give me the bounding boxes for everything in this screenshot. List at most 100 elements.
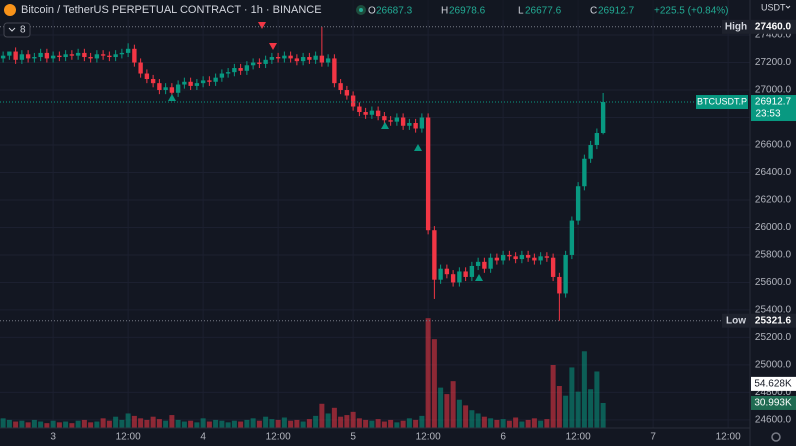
marks [0,26,606,428]
volume-bar [506,420,512,428]
indicator-count: 8 [20,25,26,36]
candle-body [532,257,537,261]
volume-bar [338,416,344,428]
candle-body [132,48,137,63]
candle-body [400,117,406,126]
y-tick-label: 27400.0 [755,30,792,41]
candle-body [225,72,231,74]
volume-bar [456,399,462,428]
x-tick-label: 12:00 [566,432,591,443]
volume-tag [751,395,796,410]
candle-body [382,116,387,121]
header-bg [0,0,700,20]
candle-body [50,55,56,59]
candle-body [525,254,531,258]
candle-body [7,51,12,56]
y-tick-label: 25000.0 [755,360,792,371]
candle-body [300,57,306,62]
settings-icon[interactable] [771,432,781,442]
volume-bar [356,418,362,428]
candle-body [150,79,156,84]
extreme-value-tag [751,19,796,34]
candle-body [232,68,237,73]
volume-bar [38,421,44,428]
candle-body [407,123,412,126]
volume-bar [581,351,587,428]
volume-bar [163,420,169,428]
candle-body [413,123,418,129]
volume-bar [513,417,519,428]
volume-bar [306,419,312,428]
volume-bar [381,421,387,428]
extreme-name: Low [726,315,746,326]
volume-bar [256,420,262,428]
candle-body [569,220,575,255]
x-tick-label: 12:00 [266,432,291,443]
symbol-tag [696,95,748,110]
candle-body [588,145,593,159]
volume-bar [138,418,144,428]
volume-bar [325,413,331,428]
indicators-toggle[interactable] [3,22,31,38]
volume-bar [344,415,350,428]
volume-bar [563,395,569,428]
volume-bar [588,389,594,428]
volume-bar [413,419,419,428]
volume-bar [19,420,25,428]
candle-body [157,83,162,91]
candle-body [557,276,562,294]
volume-bar [156,419,162,428]
volume-bar [600,402,606,428]
candle-body [444,268,450,275]
volume-bar [119,419,125,428]
candle-body [538,256,543,261]
buy-signal [168,94,176,101]
candle-body [19,54,25,60]
volume-bar [175,419,181,428]
last-price: 26912.7 [755,97,792,108]
volume-bar [113,416,119,428]
candle-body [494,257,500,261]
volume-bar [488,418,494,428]
volume-bar [544,419,550,428]
candle-body [463,271,468,277]
candle-body [182,81,187,85]
volume-bar [394,422,400,428]
x-tick-label: 12:00 [716,432,741,443]
volume-bar [388,419,394,428]
candle-body [419,117,425,129]
candle-body [432,230,437,280]
volume-bar [300,421,306,428]
candle-body [100,54,106,56]
candle-body [94,54,100,59]
candle-body [544,256,550,258]
candle-body [188,81,193,86]
candle-body [288,55,293,59]
currency[interactable]: USDT [761,2,786,12]
close-letter: C [590,6,597,17]
volume-bar [181,421,187,428]
candle-body [519,254,525,260]
candle-body [550,257,556,277]
change: +225.5 (+0.84%) [654,6,729,17]
tags: High 27460.0 Low 25321.6 BTCUSDT.P 26912.723:… [0,19,796,410]
symbol-name: BTCUSDT.P [697,96,747,106]
volume-bar [431,339,437,428]
volume-bar [419,415,425,428]
volume-bar [369,420,375,428]
candle-body [488,257,493,269]
candle-body [469,265,475,277]
y-tick-label: 25800.0 [755,250,792,261]
y-tick-label: 25200.0 [755,332,792,343]
volume-bar [106,420,112,428]
volume-bar [375,419,381,428]
volume-bar [363,419,369,428]
volume-bar [331,407,337,428]
volume-bar [575,391,581,428]
candle-body [438,268,443,280]
candle-body [69,54,75,56]
close-value: 26912.7 [598,6,635,17]
volume-bar [44,423,50,428]
volume-bar [525,419,531,428]
candle-body [213,77,218,82]
